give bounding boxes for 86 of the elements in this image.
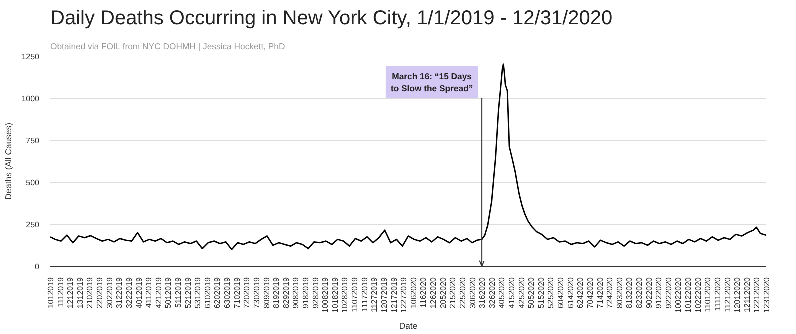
x-tick-label: 4052020 [498,276,507,309]
x-tick-label: 12072019 [380,276,389,314]
x-tick-label: 2052020 [438,276,448,309]
x-tick-label: 9182019 [302,276,311,309]
x-tick-label: 12172019 [390,276,399,314]
ref-line-label: March 16: “15 Days to Slow the Spread” [390,72,474,94]
x-tick-label: 10282019 [340,276,350,314]
x-tick-label: 1062020 [409,276,418,309]
x-tick-label: 2102019 [86,276,95,309]
x-tick-label: 4112019 [144,276,154,308]
x-tick-label: 4012019 [134,276,144,309]
x-tick-label: 10182019 [330,276,340,314]
x-tick-label: 5152020 [536,276,546,309]
x-tick-label: 11112020 [713,276,722,312]
x-tick-label: 7142020 [596,276,605,309]
x-tick-label: 1162020 [419,276,428,308]
x-tick-label: 11212020 [723,276,732,312]
x-tick-label: 12112020 [742,276,752,312]
y-tick-label: 1000 [22,94,40,104]
x-tick-label: 7102019 [232,276,242,309]
x-tick-label: 11172019 [360,276,370,312]
line-series [50,64,766,250]
x-tick-label: 9022020 [644,276,654,309]
x-tick-label: 4252020 [517,276,526,309]
x-tick-label: 1012019 [46,276,56,309]
x-tick-label: 6302019 [223,276,232,309]
x-tick-label: 7042020 [586,276,595,309]
x-tick-label: 4212019 [154,276,164,309]
x-tick-label: 3262020 [488,276,497,309]
x-tick-label: 10082019 [321,276,330,314]
x-tick-label: 5252020 [546,276,556,309]
x-tick-label: 5112019 [174,276,184,308]
x-tick-label: 9282019 [311,276,320,309]
x-tick-label: 5312019 [194,276,203,309]
x-tick-label: 6202019 [213,276,222,309]
x-tick-label: 3022019 [105,276,114,309]
x-tick-label: 1312019 [76,276,85,309]
y-axis-title: Deaths (All Causes) [4,122,14,200]
x-tick-label: 2152020 [448,276,458,309]
x-tick-label: 1212019 [66,276,76,309]
x-tick-label: 6142020 [566,276,576,309]
x-tick-label: 9222020 [664,276,674,309]
x-tick-label: 8192019 [272,276,282,309]
y-tick-label: 250 [26,220,40,230]
x-tick-label: 7302019 [252,276,262,309]
x-tick-label: 10222020 [694,276,703,314]
x-tick-label: 9082019 [292,276,301,309]
x-tick-label: 8032020 [615,276,624,309]
x-tick-label: 12312020 [762,276,772,314]
x-tick-label: 4152020 [507,276,516,309]
x-tick-label: 8092019 [262,276,272,309]
x-tick-label: 6102019 [203,276,212,309]
x-tick-label: 7242020 [606,276,615,309]
x-tick-label: 8132020 [625,276,634,309]
x-tick-label: 1262020 [429,276,438,309]
x-tick-label: 11272019 [370,276,380,312]
x-tick-label: 2252020 [458,276,468,309]
x-tick-label: 12212020 [752,276,762,314]
y-tick-label: 0 [35,262,40,272]
x-tick-label: 12012020 [733,276,742,314]
y-tick-label: 750 [26,136,40,146]
x-tick-label: 1112019 [56,276,66,308]
x-axis-title: Date [399,321,418,332]
x-tick-label: 10122020 [684,276,694,314]
x-tick-label: 7202019 [242,276,252,309]
x-tick-label: 11072019 [350,276,360,312]
x-tick-label: 6042020 [556,276,566,309]
x-tick-label: 10022020 [674,276,684,314]
y-tick-label: 1250 [22,52,40,62]
y-tick-label: 500 [26,178,40,188]
x-tick-label: 2202019 [96,276,105,309]
x-tick-label: 9122020 [654,276,664,309]
x-tick-label: 11012020 [704,276,713,312]
x-tick-label: 12272019 [400,276,409,314]
x-tick-label: 3122019 [115,276,124,309]
x-tick-label: 8232020 [634,276,644,309]
x-tick-label: 5012019 [164,276,174,309]
x-tick-label: 5052020 [527,276,536,309]
x-tick-label: 3222019 [124,276,134,309]
x-tick-label: 3062020 [468,276,478,309]
x-tick-label: 5212019 [184,276,193,309]
chart-title: Daily Deaths Occurring in New York City, 1/1/2019 - 12/31/2020 [50,8,613,30]
x-tick-label: 8292019 [282,276,291,309]
x-tick-label: 6242020 [576,276,586,309]
x-tick-label: 3162020 [478,276,488,309]
chart-subtitle: Obtained via FOIL from NYC DOHMH | Jessica Hockett, PhD [50,42,286,52]
